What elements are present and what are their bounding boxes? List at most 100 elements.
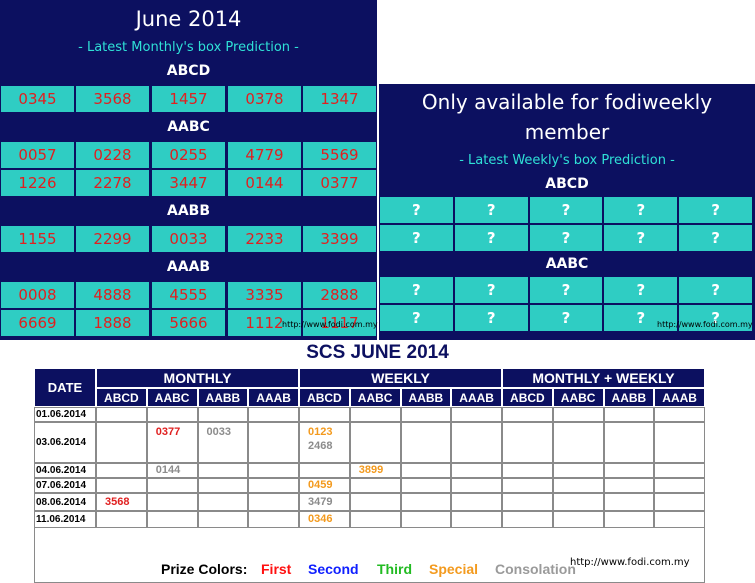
table-cell <box>299 478 350 493</box>
prediction-cell: 4555 <box>152 282 225 308</box>
locked-prediction-cell: ? <box>454 225 528 251</box>
table-cell <box>400 422 452 463</box>
result-number: 0033 <box>206 426 231 438</box>
prediction-cell: 6669 <box>1 310 74 336</box>
table-cell <box>96 422 147 463</box>
section-label-aabc: AABC <box>167 119 210 135</box>
table-cell <box>603 422 655 463</box>
table-cell <box>502 407 553 422</box>
locked-prediction-cell: ? <box>380 225 453 251</box>
table-row <box>34 407 96 422</box>
table-cell <box>197 463 249 478</box>
table-cell <box>400 511 452 528</box>
row-date: 01.06.2014 <box>36 409 87 420</box>
prediction-cell: 1347 <box>303 86 376 112</box>
prize-color-third: Third <box>377 561 412 577</box>
table-cell <box>400 478 452 493</box>
group-header-monthly-weekly: MONTHLY + WEEKLY <box>502 368 705 388</box>
prediction-cell: 1457 <box>152 86 225 112</box>
locked-prediction-cell: ? <box>380 305 453 331</box>
table-row <box>34 478 96 493</box>
prediction-cell: 0033 <box>152 226 225 252</box>
table-cell <box>96 463 147 478</box>
prize-colors-label: Prize Colors: <box>161 561 248 577</box>
prediction-cell: 1112 <box>228 310 301 336</box>
table-cell <box>248 511 299 528</box>
table-cell <box>197 511 249 528</box>
result-number: 3568 <box>105 495 130 508</box>
prediction-cell: 4779 <box>228 142 301 168</box>
prize-color-first: First <box>261 561 292 577</box>
section-label-abcd: ABCD <box>166 63 211 79</box>
prediction-cell: 2278 <box>76 170 149 196</box>
row-date: 04.06.2014 <box>36 465 87 476</box>
locked-prediction-cell: ? <box>679 225 752 251</box>
prediction-cell: 0057 <box>1 142 74 168</box>
prediction-cell: 0144 <box>228 170 301 196</box>
table-cell <box>248 493 299 511</box>
table-cell <box>96 478 147 493</box>
locked-prediction-cell: ? <box>380 197 453 223</box>
prediction-cell: 3447 <box>152 170 225 196</box>
group-header-weekly: WEEKLY <box>299 368 502 388</box>
table-cell <box>400 493 452 511</box>
table-cell <box>248 422 299 463</box>
table-cell <box>146 407 198 422</box>
table-cell <box>146 463 198 478</box>
table-cell <box>248 478 299 493</box>
table-cell <box>654 478 705 493</box>
table-row <box>34 511 96 528</box>
table-cell <box>299 493 350 511</box>
column-header-aaab: AAAB <box>451 388 502 407</box>
table-row <box>34 463 96 478</box>
locked-prediction-cell: ? <box>604 197 678 223</box>
table-cell <box>552 463 604 478</box>
column-header-abcd: ABCD <box>96 388 147 407</box>
prediction-cell: 1155 <box>1 226 74 252</box>
prize-color-second: Second <box>308 561 359 577</box>
weekly-section-label-abcd: ABCD <box>545 176 589 192</box>
locked-prediction-cell: ? <box>454 277 528 303</box>
table-row <box>34 422 96 463</box>
prediction-cell: 3568 <box>76 86 149 112</box>
table-cell <box>299 511 350 528</box>
column-header-aabc: AABC <box>552 388 604 407</box>
table-cell <box>451 463 502 478</box>
table-cell <box>603 407 655 422</box>
weekly-subtitle: - Latest Weekly's box Prediction - <box>459 152 675 168</box>
weekly-section-label-aabc: AABC <box>545 256 589 272</box>
table-cell <box>197 493 249 511</box>
column-header-aabb: AABB <box>197 388 249 407</box>
scs-table-footer <box>34 521 705 583</box>
prediction-cell: 5569 <box>303 142 376 168</box>
weekly-watermark: http://www.fodi.com.my <box>657 320 753 329</box>
table-cell <box>502 493 553 511</box>
prediction-cell: 2888 <box>303 282 376 308</box>
table-cell <box>400 407 452 422</box>
locked-prediction-cell: ? <box>529 305 603 331</box>
prediction-cell: 3399 <box>303 226 376 252</box>
locked-prediction-cell: ? <box>604 277 678 303</box>
prize-color-special: Special <box>429 561 479 577</box>
table-cell <box>349 493 401 511</box>
prediction-cell: 4888 <box>76 282 149 308</box>
table-cell <box>654 463 705 478</box>
table-cell <box>654 422 705 463</box>
row-date: 08.06.2014 <box>36 496 87 508</box>
section-label-aaab: AAAB <box>166 259 211 275</box>
table-row <box>34 493 96 511</box>
column-header-aabb: AABB <box>400 388 452 407</box>
row-date: 03.06.2014 <box>36 437 87 448</box>
prediction-cell: 0345 <box>1 86 74 112</box>
row-date: 07.06.2014 <box>36 480 87 491</box>
table-cell <box>552 493 604 511</box>
table-cell <box>654 493 705 511</box>
row-date: 11.06.2014 <box>36 514 86 525</box>
locked-prediction-cell: ? <box>679 197 752 223</box>
result-number: 2468 <box>308 440 333 452</box>
table-cell <box>603 463 655 478</box>
column-header-aabc: AABC <box>146 388 198 407</box>
locked-prediction-cell: ? <box>679 305 752 331</box>
locked-prediction-cell: ? <box>529 225 603 251</box>
scs-watermark: http://www.fodi.com.my <box>570 557 690 568</box>
